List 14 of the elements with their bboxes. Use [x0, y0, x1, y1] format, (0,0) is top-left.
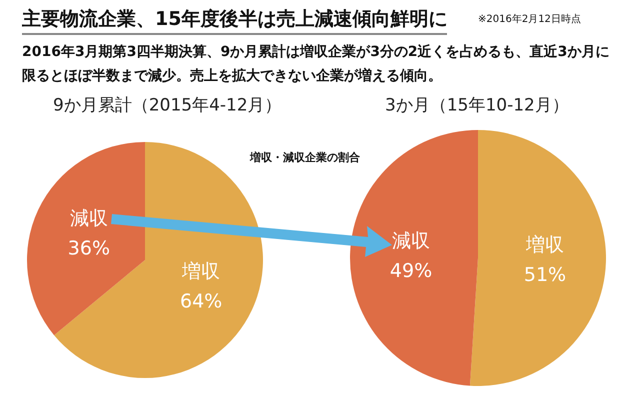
- slice-label: 増収: [524, 234, 564, 256]
- text: 主要物流企業、15年度後半は売上減速傾向鮮明に: [22, 6, 448, 35]
- data-label: 64%: [180, 290, 222, 312]
- text: ※2016年2月12日時点: [478, 12, 581, 26]
- text: 増収・減収企業の割合: [250, 150, 360, 165]
- chart-title: 3か月（15年10-12月）: [385, 96, 569, 116]
- slice-label: 減収: [392, 230, 430, 252]
- slice-label: 増収: [181, 260, 220, 282]
- data-label: 51%: [524, 264, 566, 286]
- data-label: 36%: [68, 238, 110, 260]
- chart-title: 9か月累計（2015年4-12月）: [53, 96, 282, 116]
- slice-label: 減収: [70, 208, 108, 230]
- data-label: 49%: [390, 260, 432, 282]
- text: 2016年3月期第3四半期決算、9か月累計は増収企業が3分の2近くを占めるも、直近3か月に限るとほぼ半数まで減少。売上を拡大できない企業が増える傾向。: [22, 42, 610, 86]
